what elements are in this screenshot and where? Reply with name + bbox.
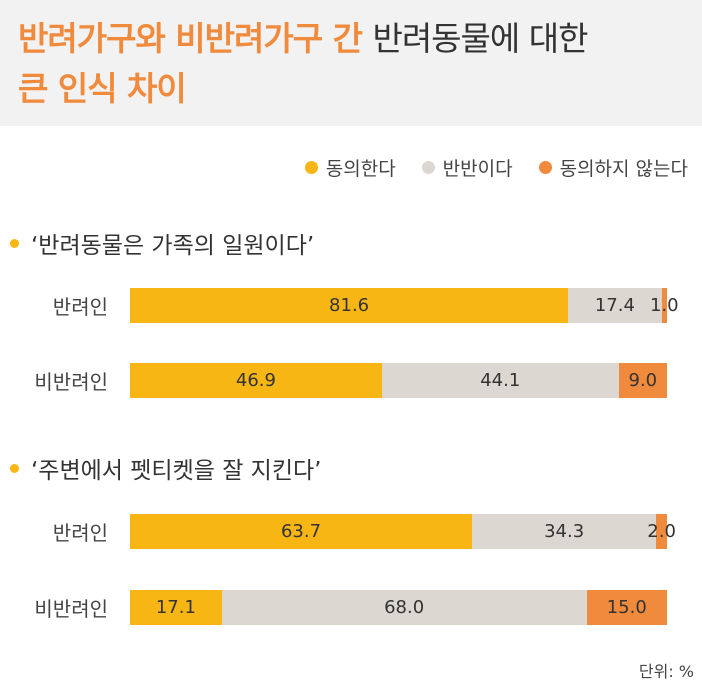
bar-segment-disagree: 15.0: [586, 590, 667, 625]
bar-segment-agree: 46.9: [130, 363, 382, 398]
row-label: 비반려인: [34, 370, 108, 394]
bar-segment-disagree: 2.0: [647, 514, 676, 549]
legend-label-agree: 동의한다: [325, 157, 396, 180]
bar-segment-disagree: 1.0: [650, 288, 679, 323]
data-label: 15.0: [606, 597, 647, 618]
section-title-petiquette: ‘주변에서 펫티켓을 잘 지킨다’: [10, 451, 321, 485]
stacked-bar: 17.1 68.0 15.0: [130, 590, 667, 625]
row-label: 비반려인: [34, 597, 108, 621]
title-line-2: 큰 인식 차이: [18, 69, 187, 108]
stacked-bar: 46.9 44.1 9.0: [130, 363, 667, 398]
data-label: 17.1: [155, 597, 196, 618]
bar-segment-disagree: 9.0: [618, 363, 667, 398]
bar-segment-agree: 17.1: [130, 590, 222, 625]
data-label: 9.0: [628, 370, 658, 391]
legend: 동의한다 반반이다 동의하지 않는다: [279, 154, 688, 181]
legend-label-neutral: 반반이다: [442, 157, 513, 180]
stacked-bar: 81.6 17.4 1.0: [130, 288, 679, 323]
row-label: 반려인: [52, 521, 108, 545]
data-label: 17.4: [594, 295, 635, 316]
section-bullet: [10, 463, 19, 473]
data-label: 46.9: [235, 370, 276, 391]
bar-segment-agree: 81.6: [130, 288, 569, 323]
data-label: 2.0: [647, 521, 676, 542]
data-label: 63.7: [280, 521, 322, 542]
unit-label: 단위: %: [638, 662, 694, 681]
row-label: 반려인: [52, 295, 108, 319]
data-label: 1.0: [649, 295, 679, 316]
data-label: 81.6: [329, 295, 370, 316]
bar-segment-neutral: 68.0: [221, 590, 587, 625]
data-label: 68.0: [384, 597, 425, 618]
data-label: 34.3: [544, 521, 585, 542]
legend-swatch-agree: [304, 160, 318, 174]
section-title-text: ‘주변에서 펫티켓을 잘 지킨다’: [31, 458, 322, 484]
legend-label-disagree: 동의하지 않는다: [559, 157, 688, 180]
legend-swatch-disagree: [538, 160, 552, 174]
bar-segment-agree: 63.7: [130, 514, 473, 549]
bar-segment-neutral: 44.1: [381, 363, 619, 398]
title-banner: 반려가구와 비반려가구 간 반려동물에 대한 큰 인식 차이: [0, 0, 702, 126]
title-highlight-1: 반려가구와 비반려가구 간: [18, 19, 363, 58]
bar-segment-neutral: 34.3: [472, 514, 657, 549]
section-title-family: ‘반려동물은 가족의 일원이다’: [10, 226, 314, 260]
section-bullet: [10, 238, 19, 248]
legend-item-disagree: 동의하지 않는다: [538, 154, 688, 181]
legend-swatch-neutral: [421, 160, 435, 174]
legend-item-neutral: 반반이다: [421, 154, 513, 181]
legend-item-agree: 동의한다: [304, 154, 396, 181]
stacked-bar: 63.7 34.3 2.0: [130, 514, 676, 549]
title-text-1: 반려동물에 대한: [372, 19, 588, 58]
data-label: 44.1: [480, 370, 521, 391]
bar-segment-neutral: 17.4: [568, 288, 662, 323]
title-line-1: 반려가구와 비반려가구 간 반려동물에 대한: [18, 12, 588, 60]
section-title-text: ‘반려동물은 가족의 일원이다’: [31, 233, 315, 259]
